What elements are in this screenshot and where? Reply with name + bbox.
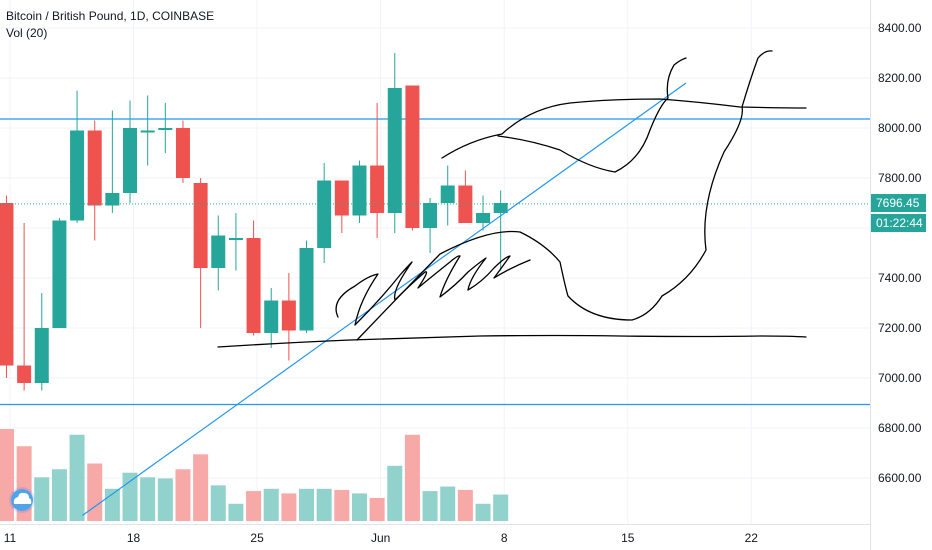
- x-tick-label: 22: [745, 531, 759, 545]
- drawing-stroke: [335, 255, 531, 326]
- candle: [423, 198, 438, 253]
- candle: [317, 163, 332, 263]
- volume-bar: [422, 491, 438, 521]
- y-tick-label: 7200.00: [878, 321, 922, 335]
- candlesticks: [0, 53, 508, 391]
- volume-indicator-label: Vol (20): [6, 26, 48, 40]
- countdown-timer: 01:22:44: [876, 216, 923, 230]
- drawing-stroke: [217, 334, 807, 348]
- candle: [476, 195, 491, 231]
- candle: [17, 223, 32, 391]
- last-price-value: 7696.45: [876, 196, 920, 210]
- candle: [34, 293, 49, 391]
- candle: [211, 215, 226, 291]
- candle: [352, 160, 367, 223]
- candle: [281, 273, 296, 361]
- candle: [87, 120, 102, 241]
- candle: [493, 190, 508, 271]
- last-price-tag: 7696.45 01:22:44: [871, 194, 926, 232]
- y-tick-label: 7400.00: [878, 271, 922, 285]
- candle: [264, 288, 279, 348]
- candle: [334, 180, 349, 233]
- symbol-title: Bitcoin / British Pound, 1D, COINBASE: [6, 9, 215, 23]
- volume-bar: [175, 469, 191, 521]
- candle: [370, 103, 385, 238]
- chart-legend: Bitcoin / British Pound, 1D, COINBASE Vo…: [6, 8, 214, 42]
- candle: [175, 120, 190, 183]
- candle: [140, 95, 155, 166]
- volume-bar: [351, 493, 367, 521]
- y-tick-label: 7000.00: [878, 371, 922, 385]
- volume-bar: [440, 486, 456, 521]
- x-tick-label: 15: [621, 531, 635, 545]
- y-tick-label: 6800.00: [878, 421, 922, 435]
- x-tick-label: 18: [127, 531, 141, 545]
- volume-bar: [51, 469, 67, 521]
- volume-bar: [299, 488, 315, 521]
- grid-lines: [0, 0, 870, 524]
- candle: [228, 213, 243, 271]
- candle: [70, 90, 85, 223]
- x-axis: 11 18 25 Jun 8 15 22: [4, 531, 759, 545]
- volume-bar: [157, 478, 173, 521]
- volume-bar: [122, 472, 138, 521]
- x-tick-label: 25: [250, 531, 264, 545]
- volume-bars: [0, 429, 509, 521]
- horizontal-lines[interactable]: [0, 118, 870, 406]
- volume-bar: [263, 488, 279, 521]
- volume-bar: [404, 434, 420, 521]
- candle: [0, 195, 14, 378]
- volume-bar: [210, 485, 226, 521]
- candle: [405, 85, 420, 231]
- volume-bar: [369, 498, 385, 521]
- candle: [193, 178, 208, 328]
- candle: [299, 240, 314, 333]
- volume-bar: [475, 503, 491, 521]
- y-tick-label: 8400.00: [878, 21, 922, 35]
- candle: [105, 110, 120, 213]
- y-tick-label: 7800.00: [878, 171, 922, 185]
- volume-bar: [34, 477, 50, 521]
- volume-bar: [246, 491, 262, 521]
- volume-bar: [457, 489, 473, 521]
- candle: [158, 103, 173, 153]
- y-tick-label: 8000.00: [878, 121, 922, 135]
- volume-bar: [387, 465, 403, 521]
- volume-bar: [87, 463, 103, 521]
- volume-bar: [281, 493, 297, 521]
- y-tick-label: 6600.00: [878, 471, 922, 485]
- candle: [123, 100, 138, 203]
- volume-bar: [334, 489, 350, 521]
- y-tick-label: 8200.00: [878, 71, 922, 85]
- candle: [52, 218, 67, 328]
- x-tick-label: Jun: [371, 531, 390, 545]
- x-tick-label: 11: [4, 531, 17, 545]
- candle: [387, 53, 402, 233]
- candle: [440, 165, 455, 226]
- hand-drawings: [217, 50, 807, 348]
- volume-bar: [228, 503, 244, 521]
- y-axis: 6600.006800.007000.007200.007400.007600.…: [878, 21, 922, 485]
- volume-bar: [0, 429, 14, 521]
- volume-bar: [316, 488, 332, 521]
- x-tick-label: 8: [501, 531, 508, 545]
- candle: [246, 220, 261, 336]
- volume-bar: [140, 477, 156, 521]
- tradingview-cloud-icon[interactable]: [9, 487, 35, 513]
- drawing-stroke: [497, 57, 687, 173]
- drawing-stroke: [441, 98, 807, 159]
- volume-bar: [493, 494, 509, 521]
- trendline[interactable]: [82, 82, 687, 516]
- volume-bar: [69, 434, 85, 521]
- volume-bar: [193, 454, 209, 521]
